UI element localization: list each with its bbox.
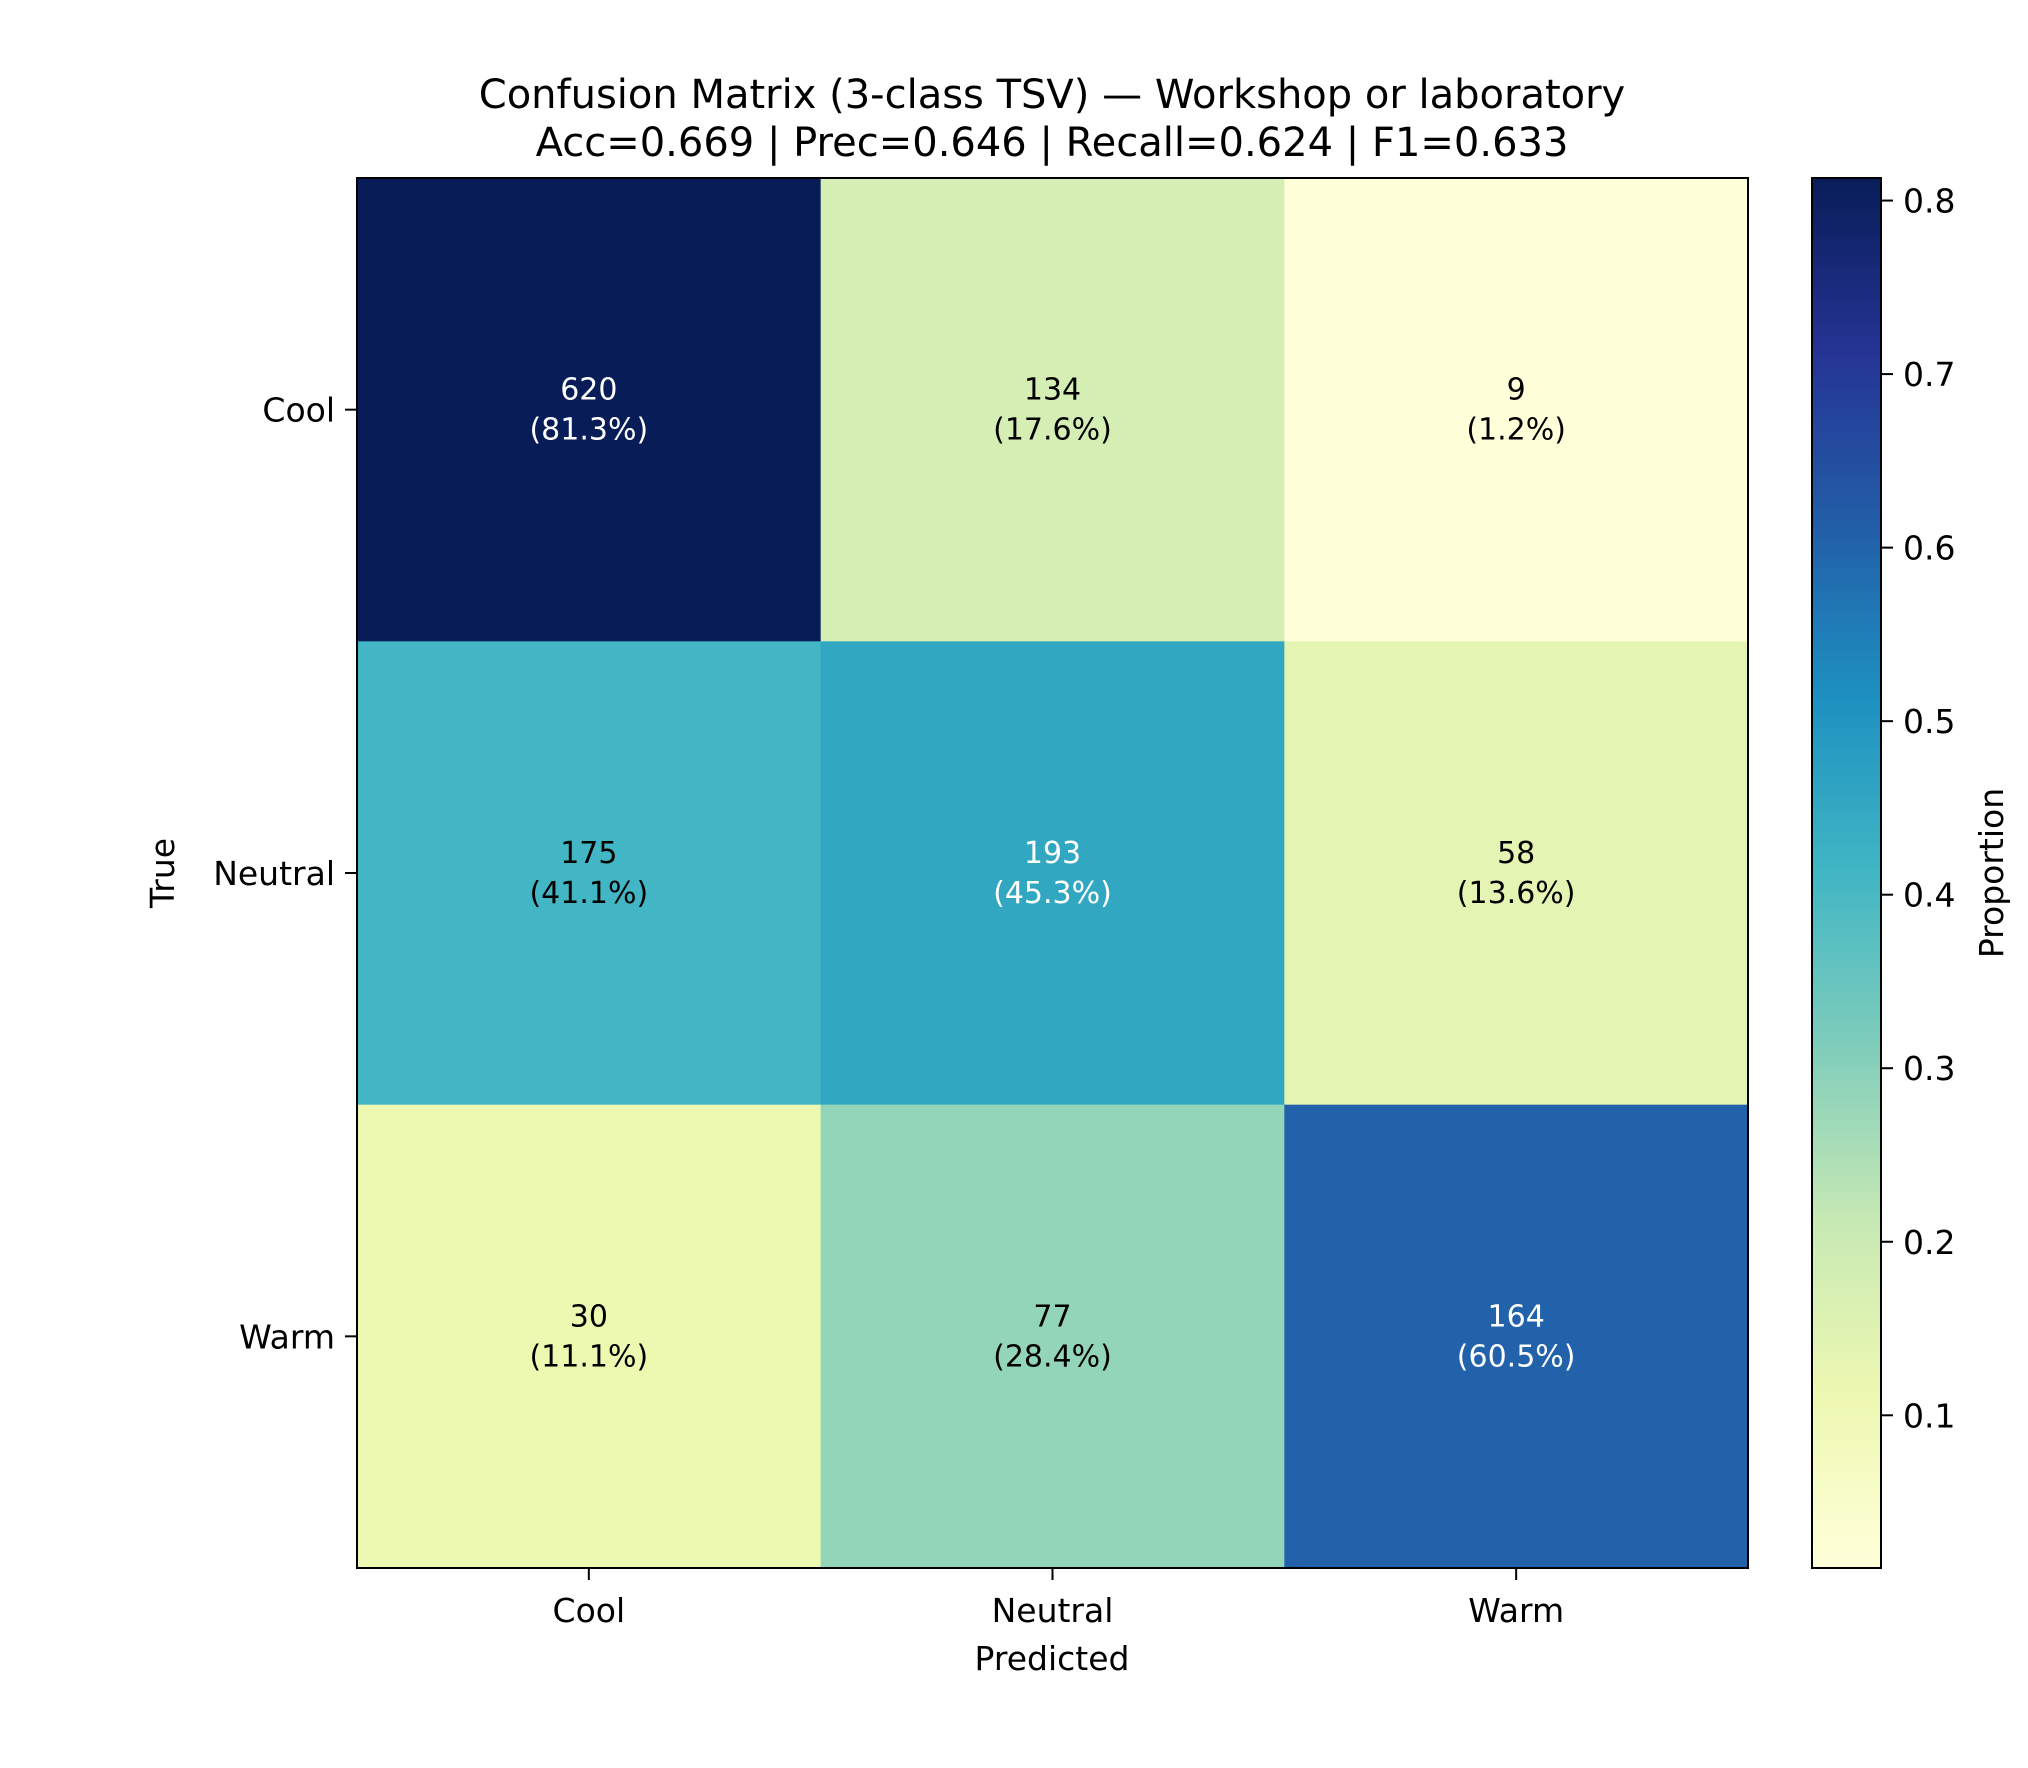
y-axis-label: True (143, 838, 182, 909)
y-tick-label: Warm (239, 1317, 335, 1356)
x-axis: Cool Neutral Warm (553, 1568, 1564, 1630)
colorbar-tick-label: 0.2 (1903, 1223, 1955, 1262)
heatmap-cell (357, 641, 822, 1106)
colorbar-tick-label: 0.8 (1903, 182, 1955, 221)
cell-count-label: 58 (1497, 836, 1535, 871)
cell-count-label: 620 (560, 373, 617, 408)
cell-percent-label: (81.3%) (529, 413, 648, 448)
colorbar-label: Proportion (1972, 788, 2011, 958)
y-axis: Cool Neutral Warm (213, 391, 357, 1356)
cell-count-label: 175 (560, 836, 617, 871)
x-tick-label: Warm (1468, 1591, 1564, 1630)
heatmap-cell (357, 178, 822, 642)
chart-title: Confusion Matrix (3-class TSV) — Worksho… (479, 72, 1625, 118)
chart-subtitle: Acc=0.669 | Prec=0.646 | Recall=0.624 | … (536, 120, 1569, 166)
cell-count-label: 9 (1507, 373, 1526, 408)
heatmap-cell (1284, 178, 1749, 642)
x-axis-label: Predicted (975, 1639, 1130, 1678)
cell-count-label: 164 (1488, 1299, 1545, 1334)
heatmap-cell (1284, 641, 1749, 1106)
colorbar-tick-label: 0.7 (1903, 355, 1955, 394)
cell-count-label: 30 (570, 1299, 608, 1334)
cell-count-label: 134 (1024, 373, 1081, 408)
cell-count-label: 77 (1033, 1299, 1071, 1334)
colorbar-gradient (1811, 177, 1882, 1569)
colorbar-tick-label: 0.4 (1903, 876, 1955, 915)
heatmap-cells: 620 (81.3%) 134 (17.6%) 9 (1.2%) 175 (41.1%) 193… (357, 178, 1749, 1569)
cell-percent-label: (28.4%) (993, 1339, 1112, 1374)
heatmap-cell (820, 178, 1285, 642)
heatmap-cell (820, 1104, 1285, 1569)
cell-percent-label: (17.6%) (993, 413, 1112, 448)
colorbar: 0.1 0.2 0.3 0.4 0.5 0.6 0.7 0.8 Proportion (1811, 177, 2011, 1569)
y-tick-label: Neutral (213, 854, 335, 893)
cell-count-label: 193 (1024, 836, 1081, 871)
heatmap-cell (1284, 1104, 1749, 1569)
cell-percent-label: (41.1%) (529, 876, 648, 911)
cell-percent-label: (1.2%) (1466, 413, 1566, 448)
cell-percent-label: (60.5%) (1457, 1339, 1576, 1374)
cell-percent-label: (45.3%) (993, 876, 1112, 911)
x-tick-label: Cool (553, 1591, 626, 1630)
y-tick-label: Cool (262, 391, 335, 430)
heatmap-cell (820, 641, 1285, 1106)
colorbar-tick-label: 0.1 (1903, 1396, 1955, 1435)
cell-percent-label: (11.1%) (529, 1339, 648, 1374)
colorbar-ticks: 0.1 0.2 0.3 0.4 0.5 0.6 0.7 0.8 (1881, 182, 1955, 1435)
heatmap-cell (357, 1104, 822, 1569)
colorbar-tick-label: 0.5 (1903, 702, 1955, 741)
colorbar-tick-label: 0.3 (1903, 1049, 1955, 1088)
x-tick-label: Neutral (992, 1591, 1114, 1630)
cell-percent-label: (13.6%) (1457, 876, 1576, 911)
colorbar-tick-label: 0.6 (1903, 529, 1955, 568)
